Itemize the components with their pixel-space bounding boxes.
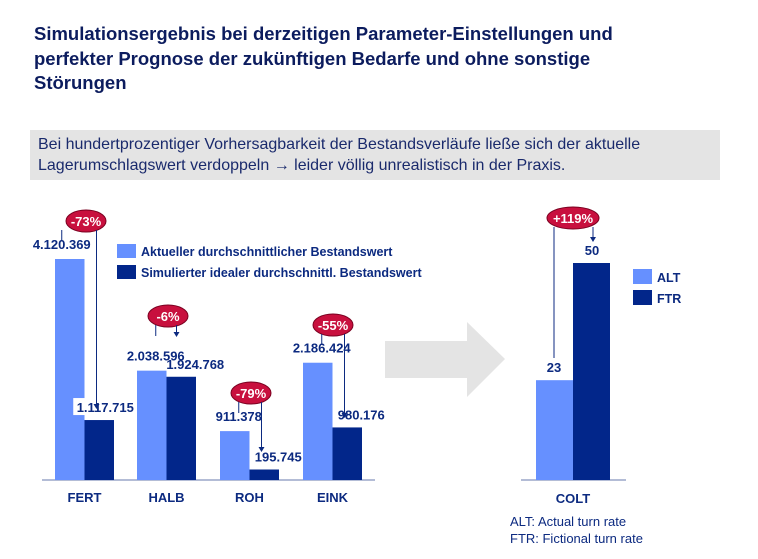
bar-eink-simulated [332, 427, 362, 480]
category-label: COLT [556, 491, 590, 506]
legend-label: Aktueller durchschnittlicher Bestandswer… [141, 245, 393, 259]
arrow-shape [385, 322, 505, 397]
value-label: 2.038.596 [127, 349, 185, 364]
bar-roh-actual [220, 431, 250, 480]
footnote: ALT: Actual turn rate [510, 514, 626, 529]
value-label: 980.176 [338, 407, 385, 422]
legend-swatch-simulated [117, 265, 136, 279]
bar-fert-simulated [84, 420, 114, 480]
legend-label: Simulierter idealer durchschnittl. Besta… [141, 266, 422, 280]
legend-swatch-ftr [633, 290, 652, 305]
arrow-head-icon [341, 413, 348, 418]
bar-colt-ftr [573, 263, 610, 480]
bar-colt-alt [536, 380, 573, 480]
bar-eink-actual [303, 362, 333, 480]
footnote: FTR: Fictional turn rate [510, 531, 643, 546]
category-label: ROH [235, 490, 264, 505]
slide-title: Simulationsergebnis bei derzeitigen Para… [34, 23, 613, 93]
legend-swatch-actual [117, 244, 136, 258]
change-badge [65, 209, 107, 233]
arrow-head-icon [258, 447, 265, 452]
arrow-head-icon [173, 332, 180, 337]
label-bg [73, 398, 138, 416]
change-label: -6% [156, 309, 180, 324]
legend-label: ALT [657, 271, 681, 285]
summary-note: Bei hundertprozentiger Vorhersagbarkeit … [30, 130, 720, 180]
legend-swatch-alt [633, 269, 652, 284]
arrow-head-icon [93, 404, 100, 409]
value-label: 1.924.768 [166, 357, 224, 372]
value-label: 195.745 [255, 450, 302, 465]
change-badge [312, 313, 354, 337]
value-label: 4.120.369 [33, 237, 91, 252]
change-badge [546, 206, 600, 230]
value-label: 1.117.715 [77, 400, 134, 415]
category-label: HALB [148, 490, 184, 505]
change-label: +119% [553, 211, 594, 226]
category-label: FERT [68, 490, 102, 505]
value-label: 911.378 [216, 409, 262, 424]
change-label: -73% [71, 214, 102, 229]
bar-halb-simulated [166, 376, 196, 480]
bar-fert-actual [55, 259, 85, 480]
value-label: 23 [547, 360, 561, 375]
value-label: 2.186.424 [293, 341, 352, 356]
change-label: -55% [318, 318, 349, 333]
bar-halb-actual [137, 370, 167, 480]
bar-roh-simulated [249, 469, 279, 480]
value-label: 50 [585, 243, 599, 258]
change-label: -79% [236, 386, 267, 401]
legend-label: FTR [657, 292, 681, 306]
change-badge [147, 304, 189, 328]
change-badge [230, 381, 272, 405]
arrow-head-icon [590, 237, 596, 242]
category-label: EINK [317, 490, 349, 505]
